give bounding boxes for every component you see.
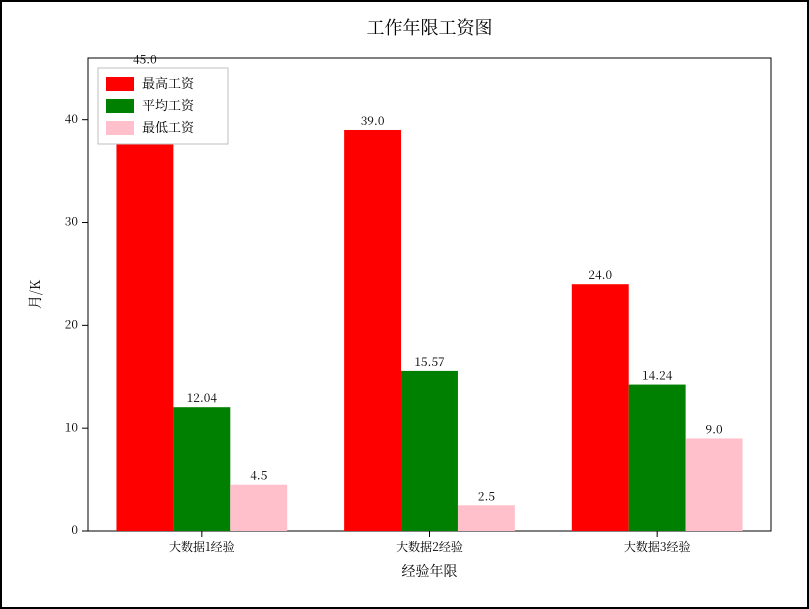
salary-bar-chart: 0 10 20 30 40 大数据1经验 大数据2经验 大数据3经验 45.0 12.04 4.5 3… [8, 8, 801, 601]
y-tick-label: 30 [65, 213, 78, 230]
outer-frame: 0 10 20 30 40 大数据1经验 大数据2经验 大数据3经验 45.0 12.04 4.5 3… [0, 0, 809, 609]
bar-value-label: 15.57 [414, 353, 444, 370]
y-tick-label: 40 [65, 110, 78, 127]
y-tick-label: 10 [65, 418, 78, 435]
legend-label: 最低工资 [142, 117, 195, 136]
y-tick-label: 0 [71, 521, 78, 538]
bar [344, 130, 401, 531]
legend-swatch [106, 121, 134, 135]
bar-value-label: 14.24 [642, 367, 673, 384]
bar [572, 284, 629, 531]
legend-swatch [106, 77, 134, 91]
bar-value-label: 2.5 [478, 487, 495, 504]
bar-value-label: 9.0 [706, 420, 723, 437]
x-category-label: 大数据2经验 [396, 538, 463, 555]
bar-value-label: 45.0 [133, 50, 157, 67]
legend-label: 最高工资 [142, 73, 195, 92]
y-tick-label: 20 [65, 315, 78, 332]
bar-value-label: 39.0 [361, 112, 385, 129]
x-category-label: 大数据3经验 [624, 538, 691, 555]
bar [230, 485, 287, 531]
legend-swatch [106, 99, 134, 113]
y-axis-label: 月/K [25, 279, 45, 309]
bar [686, 438, 743, 531]
bar-value-label: 24.0 [588, 266, 612, 283]
chart-container: 0 10 20 30 40 大数据1经验 大数据2经验 大数据3经验 45.0 12.04 4.5 3… [8, 8, 801, 601]
bar [458, 505, 515, 531]
legend-label: 平均工资 [142, 95, 195, 114]
bar [401, 371, 458, 531]
x-axis-label: 经验年限 [402, 561, 458, 581]
bar-value-label: 4.5 [250, 467, 267, 484]
bar-value-label: 12.04 [187, 389, 218, 406]
bar [629, 385, 686, 531]
x-category-label: 大数据1经验 [169, 538, 235, 555]
bar [173, 407, 230, 531]
chart-title: 工作年限工资图 [367, 14, 493, 40]
